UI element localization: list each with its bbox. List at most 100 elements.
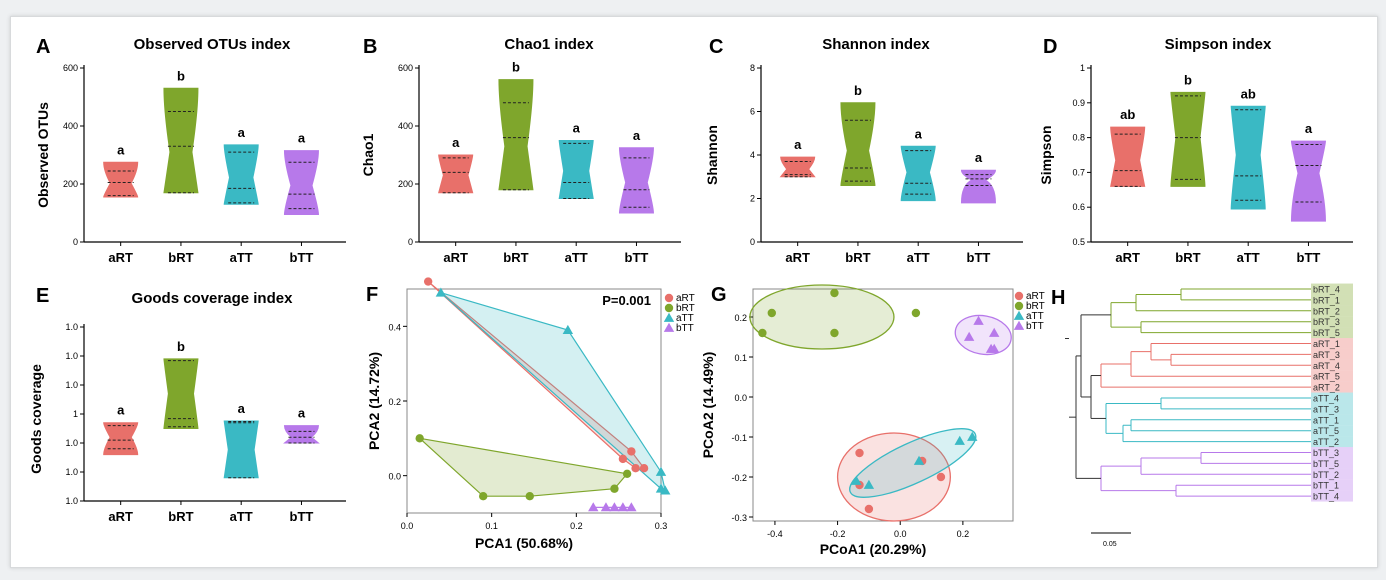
- y-tick-label-f: 0.2: [388, 397, 401, 407]
- point-aRT-g: [936, 472, 946, 482]
- leaf-box-aTT_1: [1311, 414, 1353, 426]
- significance-label-bTT-d: a: [1305, 121, 1313, 136]
- y-axis-label-e: Goods coverage: [28, 364, 44, 474]
- violin-bRT-c: [840, 102, 876, 186]
- y-tick-label-b: 400: [398, 121, 413, 131]
- significance-label-bTT-a: a: [298, 131, 306, 146]
- panel-letter-a: A: [36, 36, 50, 58]
- violin-bRT-e: [163, 358, 199, 429]
- x-tick-label-g: 0.0: [894, 529, 907, 539]
- legend-marker-aTT-g: [1013, 310, 1025, 320]
- significance-label-aRT-b: a: [452, 135, 460, 150]
- y-tick-label-a: 400: [63, 121, 78, 131]
- point-aTT-g: [954, 435, 965, 445]
- y-axis-label-d: Simpson: [1038, 125, 1054, 184]
- point-bRT-f: [610, 484, 619, 493]
- panel-letter-b: B: [363, 36, 377, 58]
- ellipse-aTT-g: [849, 428, 977, 498]
- point-aTT-g: [863, 479, 875, 489]
- panel-title-d: Simpson index: [1165, 36, 1272, 53]
- point-bRT-g: [911, 308, 921, 318]
- x-tick-label-d: aTT: [1237, 250, 1260, 265]
- point-aRT-g: [864, 504, 874, 514]
- panel-title-b: Chao1 index: [504, 36, 594, 53]
- leaf-box-aTT_5: [1311, 425, 1353, 437]
- y-axis-label-c: Shannon: [704, 125, 720, 185]
- leaf-box-bRT_5: [1311, 327, 1353, 339]
- leaf-box-aRT_5: [1311, 370, 1353, 382]
- point-bRT-f: [622, 469, 632, 478]
- violin-aTT-e: [223, 420, 259, 479]
- leaf-box-bTT_4: [1311, 490, 1353, 502]
- y-tick-label-e: 1.0: [65, 351, 78, 361]
- violin-bRT-d: [1170, 91, 1206, 187]
- figure-frame: A Observed OTUs index Observed OTUs 0 200 400…: [10, 16, 1378, 568]
- panel-letter-c: C: [709, 36, 723, 58]
- x-tick-label-d: aRT: [1115, 250, 1140, 265]
- leaf-box-aTT_4: [1311, 392, 1353, 404]
- legend-label-bRT-g: bRT: [1026, 301, 1045, 312]
- leaf-box-bTT_2: [1311, 468, 1353, 480]
- panel-letter-f: F: [366, 284, 378, 306]
- leaf-box-bTT_3: [1311, 447, 1353, 458]
- leaf-label-aRT_3: aRT_3: [1313, 350, 1340, 360]
- panel-title-c: Shannon index: [822, 36, 930, 53]
- violin-bTT-b: [618, 147, 654, 214]
- y-axis-label-a: Observed OTUs: [35, 102, 51, 208]
- violin-bTT-c: [960, 169, 996, 204]
- x-tick-label-d: bTT: [1297, 250, 1321, 265]
- leaf-label-bRT_3: bRT_3: [1313, 317, 1340, 327]
- x-axis-label-g: PCoA1 (20.29%): [820, 541, 927, 557]
- point-bRT-g: [830, 328, 839, 338]
- legend-label-bTT-f: bTT: [676, 323, 694, 334]
- x-tick-label-e: bRT: [168, 509, 193, 524]
- significance-label-bRT-a: b: [177, 68, 185, 83]
- x-tick-label-f: 0.2: [570, 521, 583, 531]
- leaf-label-aRT_2: aRT_2: [1313, 383, 1340, 393]
- p-value-annotation-f: P=0.001: [602, 293, 651, 308]
- x-tick-label-b: bRT: [503, 250, 528, 265]
- point-aTT-f: [655, 466, 667, 476]
- x-tick-label-a: aRT: [108, 250, 133, 265]
- x-tick-label-g: 0.2: [957, 529, 970, 539]
- leaf-label-aTT_1: aTT_1: [1313, 415, 1339, 425]
- x-tick-label-f: 0.0: [401, 521, 414, 531]
- point-aRT-f: [423, 277, 433, 286]
- leaf-label-bRT_4: bRT_4: [1313, 285, 1340, 295]
- x-tick-label-c: bTT: [967, 250, 991, 265]
- point-aTT-f: [562, 324, 574, 334]
- legend-marker-aRT-g: [1014, 291, 1024, 301]
- y-tick-label-e: 1.0: [65, 380, 78, 390]
- x-tick-label-b: bTT: [625, 250, 649, 265]
- leaf-label-aTT_5: aTT_5: [1313, 426, 1339, 436]
- violin-bRT-a: [163, 87, 199, 194]
- leaf-box-aRT_2: [1311, 381, 1353, 393]
- panel-letter-e: E: [36, 285, 49, 307]
- point-bRT-g: [758, 328, 767, 338]
- significance-label-aRT-d: ab: [1120, 107, 1135, 122]
- leaf-label-bTT_5: bTT_5: [1313, 459, 1339, 469]
- y-tick-label-g: 0.1: [734, 353, 747, 363]
- violin-aTT-b: [558, 140, 594, 199]
- hull-aRT-f: [427, 281, 646, 469]
- point-aRT-g: [855, 448, 864, 458]
- legend-marker-bRT-f: [664, 303, 674, 313]
- panel-title-a: Observed OTUs index: [134, 36, 291, 53]
- legend-label-bTT-g: bTT: [1026, 321, 1044, 332]
- ellipse-bTT-g: [954, 314, 1012, 356]
- y-tick-label-a: 600: [63, 63, 78, 73]
- x-tick-label-g: -0.2: [830, 529, 846, 539]
- y-tick-label-d: 0.5: [1072, 237, 1085, 247]
- legend-marker-aRT-f: [664, 293, 674, 303]
- x-tick-label-g: -0.4: [767, 529, 783, 539]
- point-bTT-f: [617, 502, 629, 512]
- y-tick-label-c: 6: [750, 107, 755, 117]
- panel-c: C Shannon index Shannon 0 2 4 6 8 aRT a bRT b aTT a bT…: [704, 36, 1023, 265]
- ellipse-bRT-g: [749, 284, 895, 350]
- significance-label-aRT-a: a: [117, 142, 125, 157]
- significance-label-aTT-c: a: [915, 126, 923, 141]
- point-aRT-f: [627, 447, 636, 456]
- leaf-box-aTT_3: [1311, 403, 1353, 415]
- leaf-label-bTT_1: bTT_1: [1313, 481, 1339, 491]
